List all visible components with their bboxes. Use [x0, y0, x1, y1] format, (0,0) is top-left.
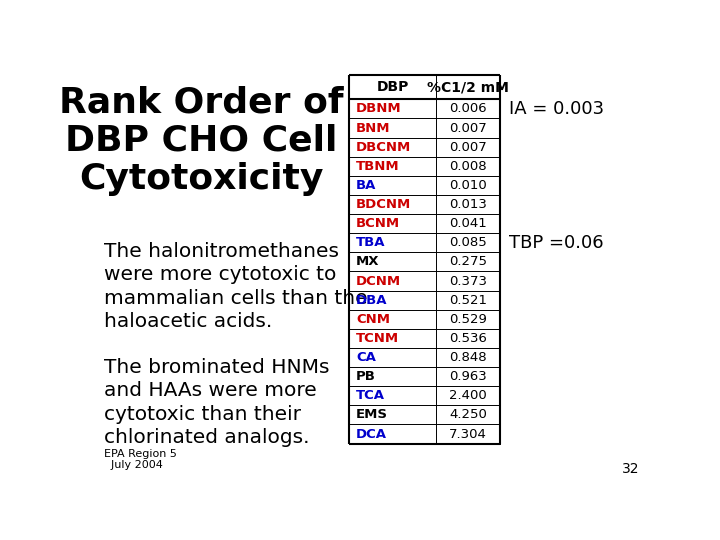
Text: 0.373: 0.373 — [449, 274, 487, 287]
Text: Rank Order of
DBP CHO Cell
Cytotoxicity: Rank Order of DBP CHO Cell Cytotoxicity — [59, 85, 344, 195]
Text: 0.041: 0.041 — [449, 217, 487, 230]
Text: BDCNM: BDCNM — [356, 198, 411, 211]
Text: The brominated HNMs
and HAAs were more
cytotoxic than their
chlorinated analogs.: The brominated HNMs and HAAs were more c… — [104, 358, 330, 448]
Text: DBNM: DBNM — [356, 103, 402, 116]
Text: TCA: TCA — [356, 389, 385, 402]
Text: DBCNM: DBCNM — [356, 140, 411, 153]
Text: MX: MX — [356, 255, 379, 268]
Text: DBP: DBP — [377, 80, 409, 94]
Text: 0.963: 0.963 — [449, 370, 487, 383]
Text: 7.304: 7.304 — [449, 428, 487, 441]
Text: DCA: DCA — [356, 428, 387, 441]
Text: BNM: BNM — [356, 122, 391, 134]
Text: 0.010: 0.010 — [449, 179, 487, 192]
Text: BCNM: BCNM — [356, 217, 400, 230]
Text: 0.013: 0.013 — [449, 198, 487, 211]
Text: 0.085: 0.085 — [449, 237, 487, 249]
Text: PB: PB — [356, 370, 376, 383]
Text: TCNM: TCNM — [356, 332, 400, 345]
Text: 0.007: 0.007 — [449, 140, 487, 153]
Text: %C1/2 mM: %C1/2 mM — [427, 80, 509, 94]
Text: BA: BA — [356, 179, 377, 192]
Text: 0.848: 0.848 — [449, 351, 487, 364]
Text: 0.521: 0.521 — [449, 294, 487, 307]
Text: DBA: DBA — [356, 294, 387, 307]
Text: IA = 0.003: IA = 0.003 — [508, 100, 603, 118]
Text: 0.536: 0.536 — [449, 332, 487, 345]
Text: 0.275: 0.275 — [449, 255, 487, 268]
Text: 0.006: 0.006 — [449, 103, 487, 116]
Text: TBA: TBA — [356, 237, 386, 249]
Text: CNM: CNM — [356, 313, 390, 326]
Text: 0.529: 0.529 — [449, 313, 487, 326]
Text: EMS: EMS — [356, 408, 388, 421]
Text: CA: CA — [356, 351, 376, 364]
Text: 0.008: 0.008 — [449, 160, 487, 173]
Text: TBP =0.06: TBP =0.06 — [508, 234, 603, 252]
Text: 4.250: 4.250 — [449, 408, 487, 421]
Text: 0.007: 0.007 — [449, 122, 487, 134]
Text: 2.400: 2.400 — [449, 389, 487, 402]
Text: EPA Region 5
  July 2004: EPA Region 5 July 2004 — [104, 449, 177, 470]
Text: The halonitromethanes
were more cytotoxic to
mammalian cells than the
haloacetic: The halonitromethanes were more cytotoxi… — [104, 241, 368, 331]
Text: 32: 32 — [622, 462, 639, 476]
Text: TBNM: TBNM — [356, 160, 400, 173]
Text: DCNM: DCNM — [356, 274, 401, 287]
